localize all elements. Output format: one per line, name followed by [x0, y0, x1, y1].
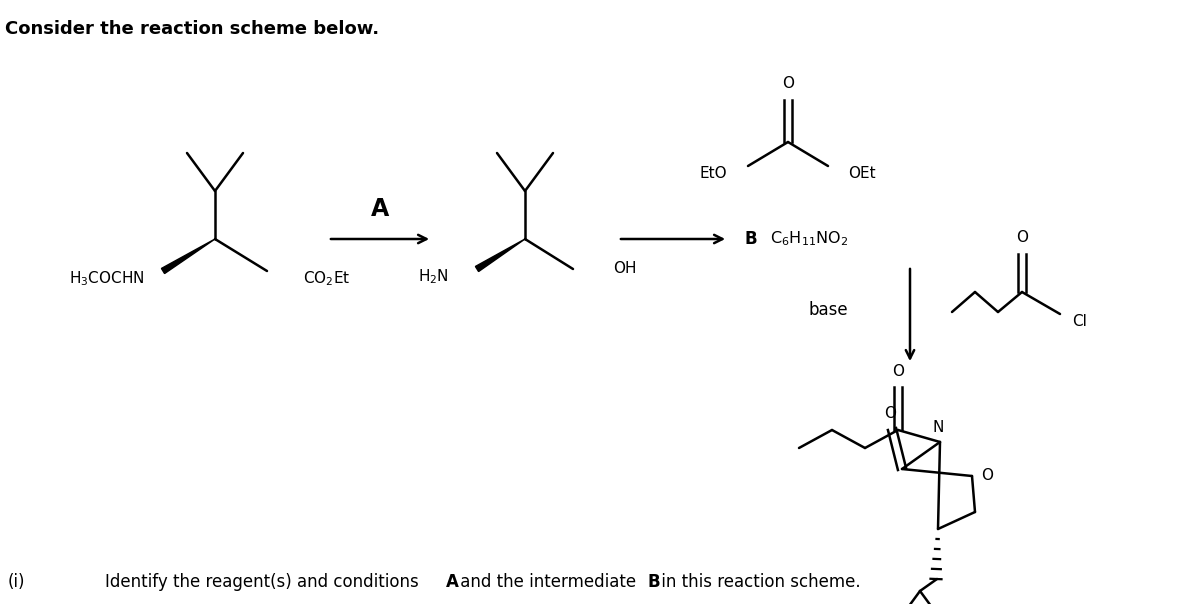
Text: B: B	[648, 573, 660, 591]
Text: N: N	[932, 420, 943, 434]
Text: OEt: OEt	[848, 167, 876, 181]
Text: O: O	[884, 406, 896, 422]
Text: in this reaction scheme.: in this reaction scheme.	[656, 573, 860, 591]
Text: $\mathbf{B}$: $\mathbf{B}$	[744, 230, 757, 248]
Text: OH: OH	[613, 262, 636, 277]
Text: O: O	[892, 364, 904, 379]
Text: O: O	[1016, 231, 1028, 245]
Text: and the intermediate: and the intermediate	[455, 573, 641, 591]
Text: O: O	[982, 469, 994, 483]
Text: H$_2$N: H$_2$N	[418, 268, 449, 286]
Text: H$_3$COCHN: H$_3$COCHN	[70, 269, 145, 288]
Text: EtO: EtO	[700, 167, 727, 181]
Text: O: O	[782, 77, 794, 91]
Text: Consider the reaction scheme below.: Consider the reaction scheme below.	[5, 20, 379, 38]
Text: base: base	[808, 301, 848, 319]
Text: A: A	[371, 197, 389, 221]
Text: (i): (i)	[8, 573, 25, 591]
Text: Identify the reagent(s) and conditions: Identify the reagent(s) and conditions	[106, 573, 424, 591]
Polygon shape	[162, 239, 215, 274]
Text: C$_6$H$_{11}$NO$_2$: C$_6$H$_{11}$NO$_2$	[770, 230, 848, 248]
Text: CO$_2$Et: CO$_2$Et	[304, 269, 350, 288]
Polygon shape	[475, 239, 526, 272]
Text: A: A	[446, 573, 460, 591]
Text: Cl: Cl	[1073, 315, 1087, 330]
